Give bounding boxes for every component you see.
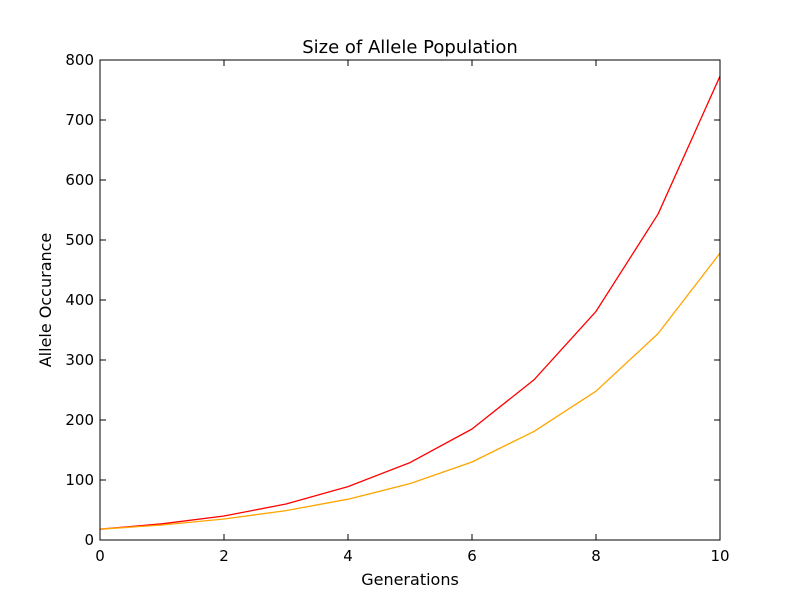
x-tick-label: 10 (710, 547, 729, 565)
chart-title: Size of Allele Population (302, 37, 518, 58)
y-tick-label: 0 (84, 531, 94, 549)
plot-frame (99, 59, 721, 541)
y-tick-label: 400 (65, 291, 94, 309)
x-axis-label: Generations (361, 570, 459, 589)
x-tick-label: 4 (343, 547, 353, 565)
y-tick-label: 800 (65, 51, 94, 69)
series-line-1 (99, 252, 721, 530)
y-tick-label: 100 (65, 471, 94, 489)
y-tick-label: 600 (65, 171, 94, 189)
y-tick-label: 200 (65, 411, 94, 429)
x-tick-label: 6 (467, 547, 477, 565)
x-tick-label: 2 (219, 547, 229, 565)
x-tick-label: 0 (95, 547, 105, 565)
y-axis-label: Allele Occurance (36, 233, 55, 368)
x-tick-label: 8 (591, 547, 601, 565)
y-tick-label: 500 (65, 231, 94, 249)
y-tick-label: 700 (65, 111, 94, 129)
series-line-0 (99, 75, 721, 530)
y-tick-label: 300 (65, 351, 94, 369)
